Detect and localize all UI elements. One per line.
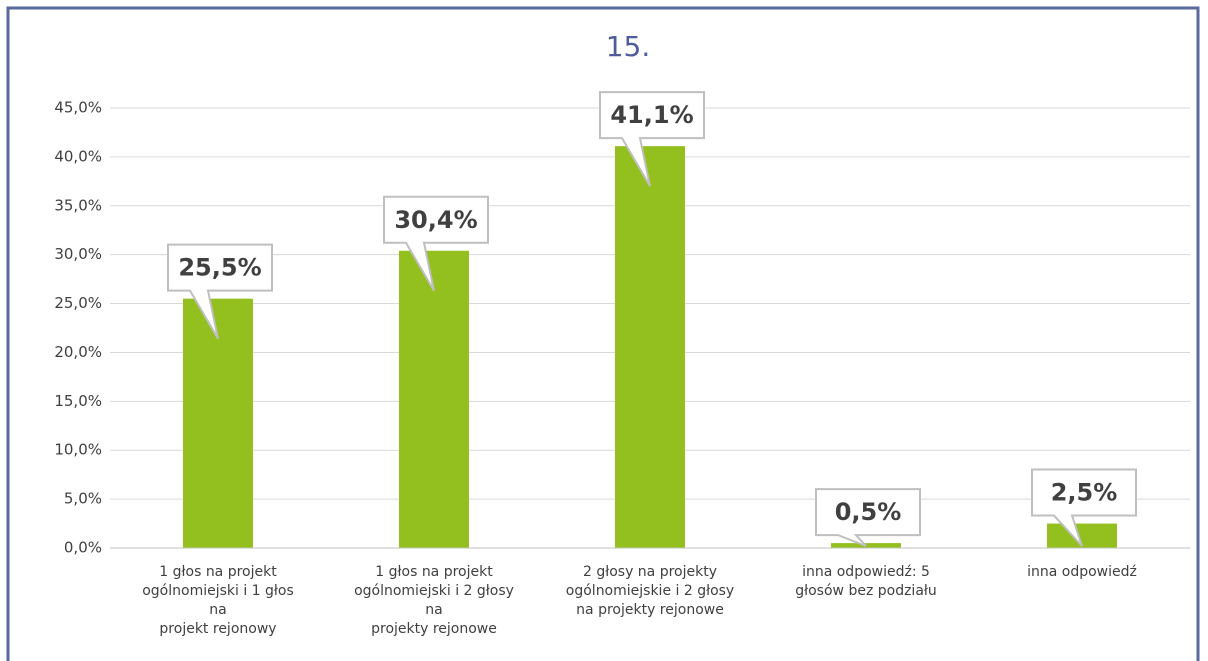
callout <box>599 91 705 187</box>
y-tick-label: 35,0% <box>54 196 102 214</box>
data-label: 30,4% <box>394 206 477 234</box>
x-tick-label: projekt rejonowy <box>159 621 276 637</box>
frame <box>6 6 1200 661</box>
x-tick-label: 1 głos na projekt <box>375 564 493 580</box>
data-label: 2,5% <box>1051 479 1118 507</box>
y-tick-label: 20,0% <box>54 343 102 361</box>
data-label: 25,5% <box>178 254 261 282</box>
x-tick-label: inna odpowiedź: 5 <box>802 564 930 580</box>
y-tick-label: 5,0% <box>64 490 102 508</box>
x-tick-label: ogólnomiejski i 1 głos <box>142 583 294 599</box>
y-tick-label: 45,0% <box>54 99 102 117</box>
callout <box>815 488 921 547</box>
x-tick-label: projekty rejonowe <box>371 621 497 637</box>
y-tick-label: 30,0% <box>54 245 102 263</box>
x-tick-label: na <box>425 602 442 618</box>
bar <box>615 146 685 548</box>
callout <box>167 243 273 340</box>
x-tick-label: inna odpowiedź <box>1027 564 1137 580</box>
x-tick-label: głosów bez podziału <box>795 583 937 599</box>
x-tick-label: na projekty rejonowe <box>576 602 724 618</box>
y-tick-label: 25,0% <box>54 294 102 312</box>
bar <box>399 250 469 548</box>
x-tick-label: ogólnomiejski i 2 głosy <box>354 583 514 599</box>
x-tick-label: 1 głos na projekt <box>159 564 277 580</box>
x-tick-label: na <box>209 602 226 618</box>
data-label: 41,1% <box>610 101 693 129</box>
y-tick-label: 15,0% <box>54 392 102 410</box>
callout <box>1031 468 1137 547</box>
bar <box>183 298 253 548</box>
y-tick-label: 0,0% <box>64 539 102 557</box>
chart-title: 15. <box>606 30 651 63</box>
x-tick-label: ogólnomiejskie i 2 głosy <box>566 583 734 599</box>
y-tick-label: 10,0% <box>54 441 102 459</box>
callout <box>383 195 489 292</box>
y-tick-label: 40,0% <box>54 147 102 165</box>
x-tick-label: 2 głosy na projekty <box>583 564 717 580</box>
data-label: 0,5% <box>835 498 902 526</box>
